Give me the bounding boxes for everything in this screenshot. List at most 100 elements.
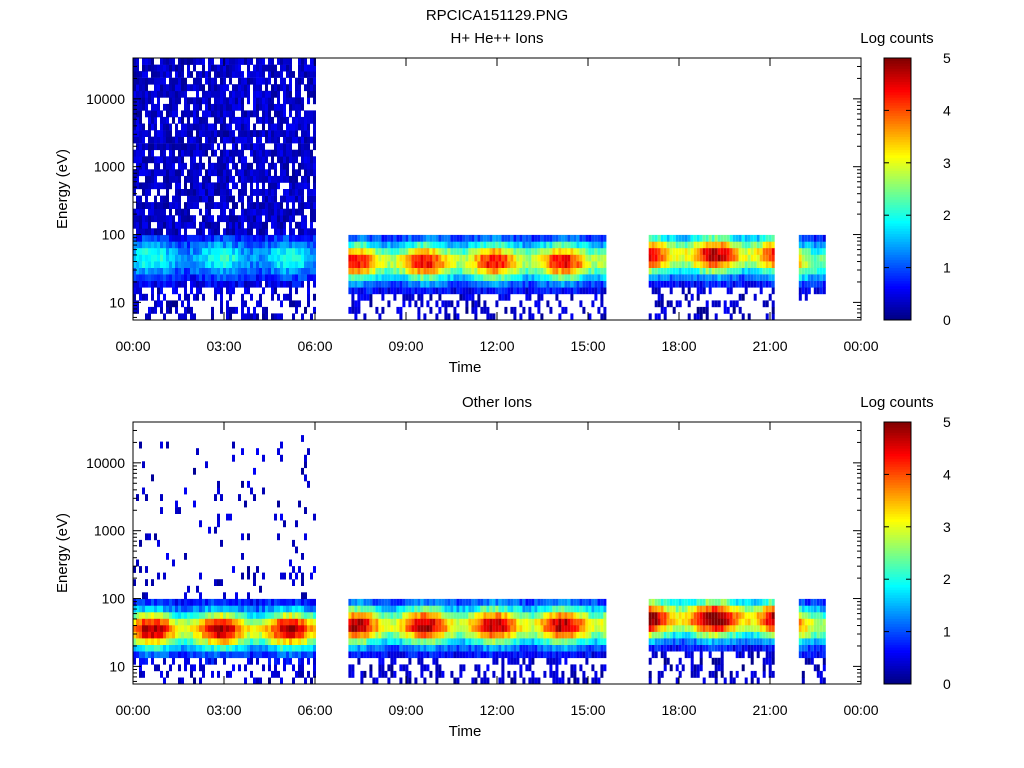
heatmap-cell bbox=[537, 287, 541, 295]
heatmap-cell bbox=[256, 638, 259, 645]
heatmap-cell bbox=[295, 670, 298, 678]
heatmap-cell bbox=[190, 306, 193, 314]
heatmap-cell bbox=[810, 241, 814, 249]
heatmap-cell bbox=[486, 631, 490, 639]
heatmap-cell bbox=[238, 605, 241, 613]
heatmap-cell bbox=[354, 306, 358, 314]
heatmap-cell bbox=[190, 664, 193, 672]
heatmap-cell bbox=[271, 638, 274, 645]
heatmap-cell bbox=[133, 136, 136, 144]
heatmap-cell bbox=[268, 169, 271, 177]
heatmap-cell bbox=[220, 280, 223, 288]
heatmap-cell bbox=[268, 267, 271, 275]
heatmap-cell bbox=[226, 254, 229, 262]
heatmap-cell bbox=[244, 208, 247, 216]
heatmap-cell bbox=[313, 195, 316, 203]
heatmap-cell bbox=[193, 605, 196, 613]
heatmap-cell bbox=[819, 241, 823, 249]
heatmap-cell bbox=[268, 116, 271, 124]
heatmap-cell bbox=[301, 631, 304, 639]
heatmap-cell bbox=[369, 300, 373, 308]
heatmap-cell bbox=[169, 169, 172, 177]
heatmap-cell bbox=[390, 605, 394, 613]
heatmap-cell bbox=[169, 598, 172, 606]
heatmap-cell bbox=[196, 103, 199, 111]
heatmap-cell bbox=[295, 261, 298, 268]
heatmap-cell bbox=[648, 247, 652, 255]
heatmap-cell bbox=[351, 261, 355, 268]
heatmap-cell bbox=[295, 90, 298, 98]
heatmap-cell bbox=[295, 182, 298, 190]
heatmap-cell bbox=[298, 300, 301, 308]
heatmap-cell bbox=[163, 280, 166, 288]
heatmap-cell bbox=[148, 116, 151, 124]
heatmap-cell bbox=[145, 234, 148, 242]
heatmap-cell bbox=[157, 221, 160, 229]
heatmap-cell bbox=[181, 677, 184, 685]
heatmap-cell bbox=[486, 313, 490, 321]
heatmap-cell bbox=[301, 313, 304, 321]
heatmap-cell bbox=[265, 625, 268, 632]
heatmap-cell bbox=[480, 261, 484, 268]
heatmap-cell bbox=[420, 605, 424, 613]
heatmap-cell bbox=[184, 103, 187, 111]
heatmap-cell bbox=[531, 657, 535, 665]
heatmap-cell bbox=[223, 182, 226, 190]
heatmap-cell bbox=[277, 261, 280, 268]
heatmap-cell bbox=[214, 71, 217, 78]
heatmap-cell bbox=[405, 241, 409, 249]
heatmap-cell bbox=[202, 221, 205, 229]
heatmap-cell bbox=[669, 261, 673, 268]
heatmap-cell bbox=[223, 202, 226, 209]
heatmap-cell bbox=[283, 254, 286, 262]
heatmap-cell bbox=[414, 261, 418, 268]
heatmap-cell bbox=[450, 287, 454, 295]
heatmap-cell bbox=[756, 234, 760, 242]
heatmap-cell bbox=[441, 247, 445, 255]
heatmap-cell bbox=[492, 670, 496, 678]
heatmap-cell bbox=[423, 664, 427, 672]
heatmap-cell bbox=[214, 182, 217, 190]
heatmap-cell bbox=[172, 638, 175, 645]
heatmap-cell bbox=[304, 454, 307, 462]
heatmap-cell bbox=[387, 247, 391, 255]
heatmap-cell bbox=[528, 254, 532, 262]
heatmap-cell bbox=[753, 241, 757, 249]
heatmap-cell bbox=[426, 267, 430, 275]
heatmap-cell bbox=[262, 287, 265, 295]
heatmap-cell bbox=[483, 300, 487, 308]
heatmap-cell bbox=[313, 162, 316, 170]
heatmap-cell bbox=[375, 274, 379, 281]
heatmap-cell bbox=[217, 202, 220, 209]
heatmap-cell bbox=[163, 267, 166, 275]
heatmap-cell bbox=[537, 618, 541, 626]
heatmap-cell bbox=[468, 598, 472, 606]
heatmap-cell bbox=[304, 254, 307, 262]
heatmap-cell bbox=[759, 234, 763, 242]
heatmap-cell bbox=[247, 58, 250, 65]
heatmap-cell bbox=[148, 598, 151, 606]
heatmap-cell bbox=[603, 267, 607, 275]
heatmap-cell bbox=[256, 267, 259, 275]
heatmap-cell bbox=[699, 287, 703, 295]
heatmap-cell bbox=[304, 241, 307, 249]
heatmap-cell bbox=[396, 605, 400, 613]
heatmap-cell bbox=[172, 247, 175, 255]
heatmap-cell bbox=[310, 605, 313, 613]
heatmap-cell bbox=[687, 234, 691, 242]
heatmap-cell bbox=[208, 228, 211, 236]
heatmap-cell bbox=[220, 149, 223, 157]
heatmap-cell bbox=[699, 280, 703, 288]
heatmap-cell bbox=[169, 664, 172, 672]
heatmap-cell bbox=[283, 195, 286, 203]
heatmap-cell bbox=[133, 84, 136, 92]
heatmap-cell bbox=[151, 618, 154, 626]
heatmap-cell bbox=[220, 116, 223, 124]
heatmap-cell bbox=[459, 598, 463, 606]
heatmap-cell bbox=[229, 71, 232, 78]
heatmap-cell bbox=[199, 136, 202, 144]
heatmap-cell bbox=[265, 215, 268, 223]
heatmap-cell bbox=[280, 625, 283, 632]
colorbar-swatch bbox=[884, 262, 911, 266]
heatmap-cell bbox=[387, 625, 391, 632]
